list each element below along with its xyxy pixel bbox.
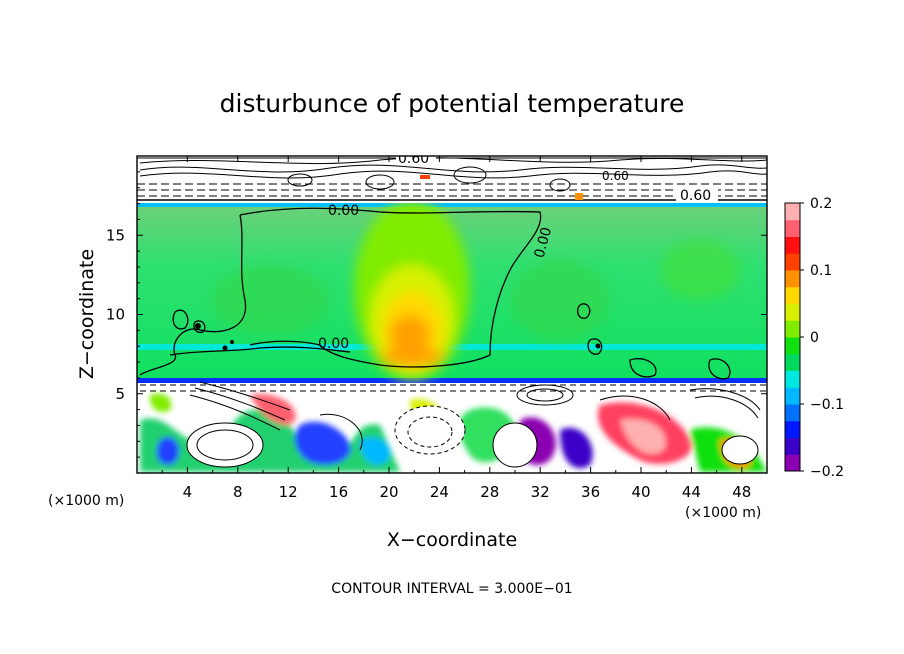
- x-tick-label: 8: [233, 483, 243, 501]
- inversion-blue-band: [137, 378, 767, 383]
- contour-label-zero-b: 0.00: [532, 225, 556, 259]
- x-tick-label: 44: [682, 483, 701, 501]
- upper-layer: [137, 156, 767, 203]
- x-axis: 4 8 12 16 20 24 28 32 36 40 44 48: [161, 156, 751, 501]
- y-tick-label: 10: [106, 306, 125, 324]
- colorbar-swatch: [785, 303, 800, 321]
- x-tick-label: 24: [430, 483, 449, 501]
- y-axis-label: Z−coordinate: [76, 249, 98, 379]
- contour-label-right: 0.60: [680, 188, 711, 204]
- colorbar-swatch: [785, 420, 800, 438]
- x-tick-label: 4: [183, 483, 193, 501]
- lower-layer-field: [137, 381, 767, 473]
- plot-area: 0.60 0.60 0.60 0.00 0.00 0.00: [137, 151, 767, 473]
- colorbar-swatch: [785, 203, 800, 221]
- x-tick-label: 32: [531, 483, 550, 501]
- colorbar-swatch: [785, 270, 800, 288]
- y-axis: 5 10 15: [106, 171, 767, 458]
- x-tick-label: 40: [631, 483, 650, 501]
- colorbar-swatch: [785, 219, 800, 237]
- colorbar-swatch: [785, 236, 800, 254]
- colorbar-tick-label: 0.2: [810, 196, 832, 212]
- warm-anomaly: [354, 200, 470, 380]
- contour-labels: 0.60 0.60 0.60 0.00 0.00 0.00: [318, 151, 718, 352]
- contour-label-zero-a: 0.00: [328, 203, 359, 219]
- colorbar-tick-label: 0: [810, 330, 819, 346]
- colorbar-swatch: [785, 437, 800, 455]
- contour-interval: CONTOUR INTERVAL = 3.000E−01: [331, 581, 572, 597]
- colorbar-swatch: [785, 320, 800, 338]
- lower-contours: [140, 381, 767, 468]
- small-mid-blobs: [195, 323, 601, 351]
- colorbar: 0.2 0.1 0 −0.1 −0.2: [784, 196, 844, 480]
- colorbar-swatch: [785, 353, 800, 371]
- colorbar-swatch: [785, 404, 800, 422]
- zero-contours: [139, 207, 731, 380]
- colorbar-swatch: [785, 387, 800, 405]
- x-axis-label: X−coordinate: [387, 529, 517, 551]
- x-unit-right: (×1000 m): [685, 505, 761, 521]
- colorbar-swatch: [785, 253, 800, 271]
- chart-title: disturbunce of potential temperature: [220, 89, 685, 118]
- colorbar-tick-label: 0.1: [810, 263, 832, 279]
- colorbar-tick-label: −0.2: [810, 464, 844, 480]
- colorbar-swatch: [785, 370, 800, 388]
- y-tick-label: 5: [115, 385, 125, 403]
- tropopause-cyan-band: [137, 203, 767, 207]
- x-tick-label: 16: [329, 483, 348, 501]
- colorbar-swatch: [785, 286, 800, 304]
- contour-label-upper-mid: 0.60: [602, 169, 629, 183]
- x-tick-label: 20: [379, 483, 398, 501]
- colorbar-swatch: [785, 337, 800, 355]
- x-unit-left: (×1000 m): [48, 493, 124, 509]
- mid-greenish-patches: [210, 240, 740, 340]
- x-tick-label: 28: [480, 483, 499, 501]
- y-tick-label: 15: [106, 226, 125, 244]
- contour-label-zero-c: 0.00: [318, 336, 349, 352]
- colorbar-swatch: [785, 454, 800, 472]
- x-tick-label: 12: [279, 483, 298, 501]
- colorbar-tick-label: −0.1: [810, 397, 844, 413]
- contour-label-top: 0.60: [398, 151, 429, 167]
- x-tick-label: 48: [732, 483, 751, 501]
- x-tick-label: 36: [581, 483, 600, 501]
